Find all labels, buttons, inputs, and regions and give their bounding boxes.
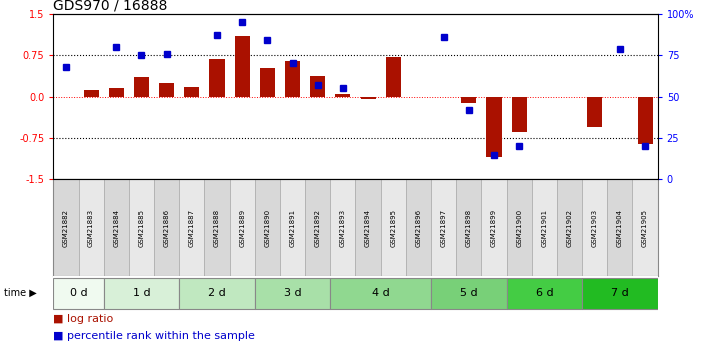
Bar — [380, 179, 406, 276]
Bar — [331, 278, 431, 309]
Bar — [582, 179, 607, 276]
Bar — [638, 97, 653, 144]
Bar — [84, 90, 99, 97]
Text: GSM21897: GSM21897 — [441, 209, 447, 247]
Bar — [336, 94, 351, 97]
Text: GSM21892: GSM21892 — [315, 209, 321, 247]
Bar — [456, 179, 481, 276]
Text: 3 d: 3 d — [284, 288, 301, 297]
Text: 4 d: 4 d — [372, 288, 390, 297]
Bar — [385, 57, 401, 97]
Text: GSM21894: GSM21894 — [365, 209, 371, 247]
Text: GSM21887: GSM21887 — [189, 209, 195, 247]
Bar — [431, 179, 456, 276]
Text: GSM21889: GSM21889 — [239, 209, 245, 247]
Bar — [331, 179, 356, 276]
Bar — [431, 278, 506, 309]
Text: GSM21883: GSM21883 — [88, 209, 94, 247]
Bar — [406, 179, 431, 276]
Bar — [633, 179, 658, 276]
Bar — [285, 61, 300, 97]
Bar — [532, 179, 557, 276]
Bar — [179, 179, 205, 276]
Text: 2 d: 2 d — [208, 288, 226, 297]
Text: 1 d: 1 d — [133, 288, 150, 297]
Bar — [512, 97, 527, 132]
Text: GSM21891: GSM21891 — [289, 209, 296, 247]
Text: GSM21893: GSM21893 — [340, 209, 346, 247]
Bar — [481, 179, 506, 276]
Bar — [506, 278, 582, 309]
Bar — [154, 179, 179, 276]
Bar — [210, 59, 225, 97]
Text: GSM21901: GSM21901 — [541, 209, 547, 247]
Bar — [587, 97, 602, 127]
Bar — [230, 179, 255, 276]
Bar — [260, 68, 275, 97]
Bar — [205, 179, 230, 276]
Text: GSM21888: GSM21888 — [214, 209, 220, 247]
Text: GSM21898: GSM21898 — [466, 209, 472, 247]
Text: ■ percentile rank within the sample: ■ percentile rank within the sample — [53, 332, 255, 341]
Bar — [582, 278, 658, 309]
Bar — [109, 88, 124, 97]
Text: 5 d: 5 d — [460, 288, 478, 297]
Text: GSM21900: GSM21900 — [516, 209, 522, 247]
Bar — [280, 179, 305, 276]
Text: GSM21905: GSM21905 — [642, 209, 648, 247]
Bar — [356, 179, 380, 276]
Text: 6 d: 6 d — [535, 288, 553, 297]
Text: GSM21890: GSM21890 — [264, 209, 270, 247]
Bar — [486, 97, 501, 157]
Text: 0 d: 0 d — [70, 288, 87, 297]
Bar — [360, 97, 375, 99]
Bar — [255, 179, 280, 276]
Text: GSM21882: GSM21882 — [63, 209, 69, 247]
Text: GSM21885: GSM21885 — [139, 209, 144, 247]
Text: GSM21902: GSM21902 — [567, 209, 572, 247]
Bar — [235, 36, 250, 97]
Bar — [305, 179, 331, 276]
Bar — [255, 278, 331, 309]
Text: GSM21903: GSM21903 — [592, 209, 598, 247]
Bar — [557, 179, 582, 276]
Text: ■ log ratio: ■ log ratio — [53, 314, 114, 324]
Text: GSM21884: GSM21884 — [113, 209, 119, 247]
Bar — [53, 179, 78, 276]
Bar — [159, 83, 174, 97]
Bar — [184, 87, 199, 97]
Bar — [78, 179, 104, 276]
Bar — [461, 97, 476, 103]
Text: GSM21896: GSM21896 — [415, 209, 422, 247]
Bar — [134, 77, 149, 97]
Text: GSM21895: GSM21895 — [390, 209, 396, 247]
Bar — [506, 179, 532, 276]
Text: GDS970 / 16888: GDS970 / 16888 — [53, 0, 168, 13]
Bar — [129, 179, 154, 276]
Text: GSM21899: GSM21899 — [491, 209, 497, 247]
Text: GSM21886: GSM21886 — [164, 209, 170, 247]
Text: GSM21904: GSM21904 — [617, 209, 623, 247]
Bar — [104, 179, 129, 276]
Bar — [607, 179, 633, 276]
Bar — [310, 76, 325, 97]
Bar — [104, 278, 179, 309]
Bar — [179, 278, 255, 309]
Text: time ▶: time ▶ — [4, 288, 36, 297]
Text: 7 d: 7 d — [611, 288, 629, 297]
Bar — [53, 278, 104, 309]
